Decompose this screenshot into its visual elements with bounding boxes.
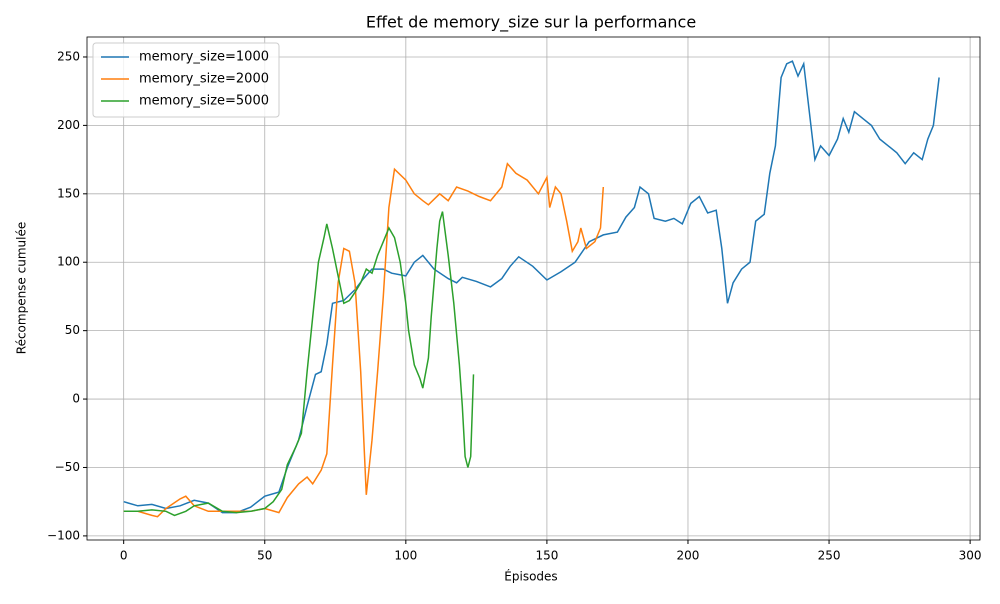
legend-label: memory_size=1000: [139, 50, 269, 65]
y-tick-label: 150: [57, 186, 80, 200]
x-tick-label: 0: [120, 549, 128, 563]
y-tick-label: 250: [57, 49, 80, 63]
y-axis-label: Récompense cumulée: [15, 222, 29, 354]
x-tick-label: 200: [677, 549, 700, 563]
y-tick-label: 0: [72, 392, 80, 406]
y-tick-label: −100: [47, 528, 80, 542]
legend-box: [92, 42, 280, 118]
x-tick-label: 100: [394, 549, 417, 563]
y-tick-label: 200: [57, 118, 80, 132]
x-tick-label: 50: [257, 549, 272, 563]
legend-label: memory_size=2000: [139, 72, 269, 87]
x-tick-label: 250: [818, 549, 841, 563]
y-tick-label: −50: [55, 460, 80, 474]
plot-frame: [86, 36, 981, 541]
legend-label: memory_size=5000: [139, 94, 269, 109]
x-tick-label: 300: [959, 549, 982, 563]
x-axis-label: Épisodes: [504, 569, 557, 584]
chart-title: Effet de memory_size sur la performance: [366, 13, 696, 33]
y-tick-label: 50: [65, 323, 80, 337]
line-series: [123, 211, 475, 517]
x-tick-label: 150: [535, 549, 558, 563]
y-tick-label: 100: [57, 255, 80, 269]
line-series: [123, 60, 940, 514]
line-series: [123, 162, 605, 518]
